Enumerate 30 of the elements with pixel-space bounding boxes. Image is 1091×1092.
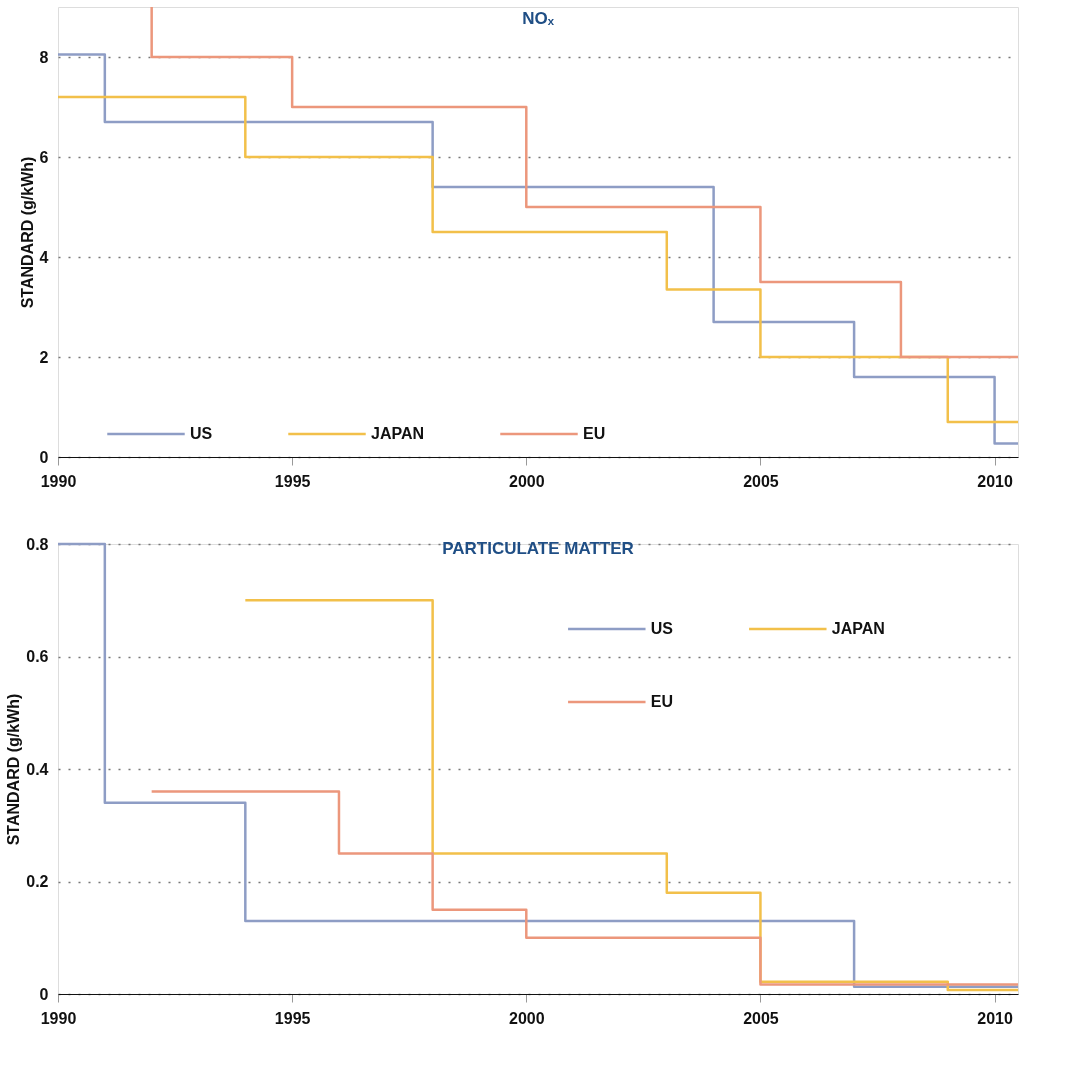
y-tick-label: 0.8: [26, 535, 49, 553]
y-tick-label: 8: [39, 48, 49, 66]
x-tick-label: 2005: [743, 472, 779, 490]
legend-label: US: [190, 425, 213, 442]
legend-label: EU: [583, 425, 606, 442]
y-axis-title: STANDARD (g/kWh): [5, 693, 23, 846]
legend-label: JAPAN: [831, 620, 885, 637]
y-tick-label: 6: [39, 148, 49, 166]
chart-title: NOₓ: [522, 8, 555, 28]
y-tick-label: 0: [39, 448, 49, 466]
x-tick-label: 2010: [977, 472, 1013, 490]
y-axis-title: STANDARD (g/kWh): [18, 156, 36, 309]
legend-label: JAPAN: [371, 425, 425, 442]
y-tick-label: 0.2: [26, 873, 49, 890]
y-tick-label: 0.6: [26, 648, 49, 665]
legend-label: US: [650, 620, 674, 637]
y-tick-label: 0: [39, 985, 49, 1003]
x-tick-label: 2000: [509, 1009, 545, 1027]
x-tick-label: 1990: [40, 472, 77, 490]
y-tick-label: 0.4: [26, 760, 49, 778]
x-tick-label: 2000: [509, 472, 545, 490]
x-tick-label: 1995: [274, 1009, 311, 1027]
y-tick-label: 4: [39, 248, 49, 266]
x-tick-label: 1995: [274, 472, 311, 490]
y-tick-label: 2: [39, 348, 49, 366]
x-tick-label: 2005: [743, 1009, 779, 1027]
legend-label: EU: [650, 693, 674, 710]
chart-title: PARTICULATE MATTER: [442, 539, 634, 558]
x-tick-label: 1990: [40, 1009, 77, 1027]
x-tick-label: 2010: [977, 1009, 1013, 1027]
